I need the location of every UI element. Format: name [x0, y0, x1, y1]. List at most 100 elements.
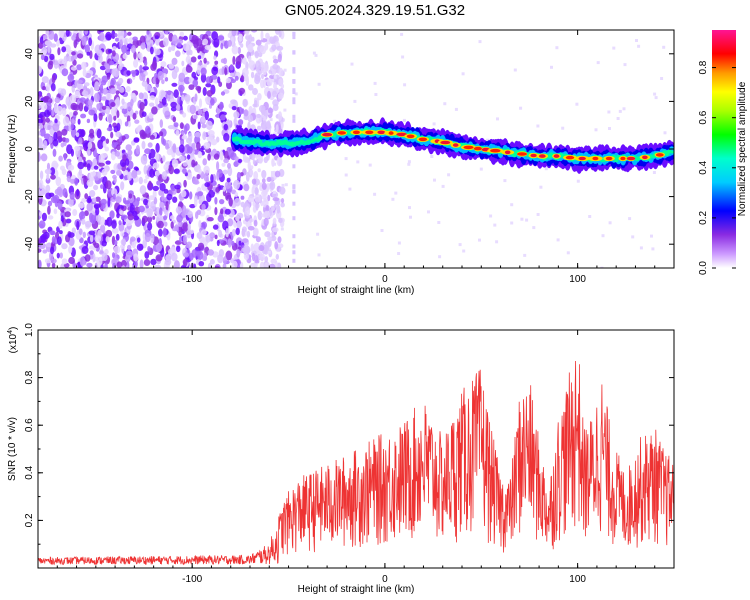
noise-speck	[114, 239, 118, 246]
noise-speck	[140, 42, 146, 50]
noise-speck	[276, 45, 284, 51]
noise-speck	[98, 154, 105, 164]
noise-speck	[201, 116, 206, 123]
noise-speck	[292, 118, 296, 123]
noise-speck	[45, 117, 50, 123]
noise-speck	[196, 141, 201, 151]
noise-speck	[87, 99, 94, 106]
noise-speck	[54, 97, 61, 104]
noise-speck	[39, 128, 46, 137]
noise-speck	[147, 246, 151, 252]
noise-speck	[616, 117, 620, 120]
noise-speck	[191, 34, 199, 45]
noise-speck	[260, 30, 264, 41]
noise-speck	[241, 238, 249, 244]
noise-speck	[142, 66, 149, 71]
noise-speck	[187, 210, 193, 219]
noise-speck	[164, 258, 172, 266]
noise-speck	[123, 200, 131, 205]
noise-speck	[153, 197, 158, 205]
noise-speck	[209, 232, 216, 239]
noise-speck	[167, 90, 172, 96]
noise-speck	[276, 156, 283, 167]
noise-speck	[400, 32, 404, 36]
noise-speck	[69, 94, 77, 104]
noise-speck	[198, 220, 202, 229]
noise-speck	[247, 226, 255, 231]
noise-speck	[61, 168, 67, 175]
noise-speck	[162, 37, 169, 47]
noise-speck	[317, 82, 321, 86]
track-core	[553, 154, 560, 158]
noise-speck	[227, 39, 232, 47]
noise-speck	[202, 112, 206, 118]
noise-speck	[292, 258, 296, 263]
colorbar-tick-label: 0.4	[698, 160, 709, 174]
noise-speck	[109, 210, 115, 219]
noise-speck	[143, 165, 148, 175]
noise-speck	[87, 147, 91, 157]
noise-speck	[182, 162, 188, 167]
noise-speck	[161, 79, 165, 85]
noise-speck	[263, 210, 271, 219]
noise-speck	[238, 240, 242, 246]
noise-speck	[233, 197, 241, 207]
noise-speck	[407, 160, 411, 164]
noise-speck	[292, 244, 296, 249]
noise-speck	[178, 72, 186, 83]
y-tick-label: 0.8	[24, 370, 35, 384]
noise-speck	[181, 190, 187, 198]
noise-speck	[119, 210, 124, 216]
noise-speck	[39, 170, 44, 180]
noise-speck	[39, 50, 44, 56]
noise-speck	[258, 245, 265, 252]
track-core	[388, 131, 394, 135]
noise-speck	[179, 236, 183, 243]
x-tick-label: -100	[182, 574, 202, 585]
noise-speck	[38, 242, 46, 249]
noise-speck	[89, 235, 94, 243]
noise-speck	[79, 97, 86, 103]
noise-speck	[178, 230, 182, 237]
noise-speck	[190, 56, 197, 63]
noise-speck	[181, 135, 188, 140]
noise-speck	[408, 206, 411, 210]
noise-speck	[136, 243, 144, 251]
noise-speck	[100, 136, 106, 142]
noise-speck	[373, 192, 377, 196]
noise-speck	[148, 195, 155, 201]
track-core	[620, 156, 626, 161]
noise-speck	[211, 66, 219, 76]
noise-speck	[61, 107, 67, 117]
noise-speck	[510, 221, 514, 225]
noise-speck	[152, 162, 160, 169]
noise-speck	[247, 44, 254, 53]
noise-speck	[154, 151, 160, 161]
noise-speck	[78, 137, 83, 145]
noise-speck	[276, 205, 281, 214]
noise-speck	[113, 176, 117, 184]
noise-speck	[70, 178, 76, 184]
noise-speck	[105, 92, 112, 101]
noise-speck	[38, 238, 41, 244]
colorbar-tick-label: 0.8	[698, 60, 709, 74]
noise-speck	[246, 230, 251, 238]
track-core	[504, 150, 511, 155]
noise-speck	[93, 203, 101, 209]
noise-speck	[161, 171, 168, 180]
noise-speck	[202, 87, 207, 96]
noise-speck	[201, 123, 207, 129]
noise-speck	[164, 30, 169, 35]
noise-speck	[141, 111, 147, 117]
noise-speck	[82, 68, 87, 77]
noise-speck	[95, 196, 101, 202]
noise-speck	[198, 199, 203, 205]
noise-speck	[200, 67, 207, 76]
noise-speck	[70, 55, 75, 62]
noise-speck	[88, 37, 92, 46]
noise-speck	[256, 125, 262, 131]
noise-speck	[233, 179, 241, 190]
noise-speck	[53, 103, 59, 114]
noise-speck	[127, 149, 133, 156]
noise-speck	[280, 121, 284, 130]
